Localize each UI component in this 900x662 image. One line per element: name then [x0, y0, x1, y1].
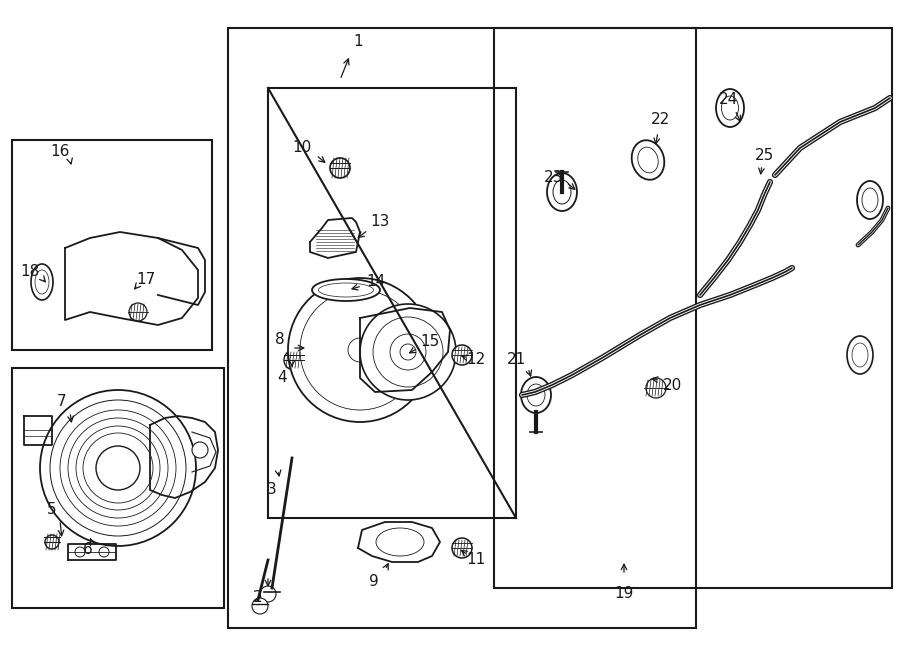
Ellipse shape	[547, 173, 577, 211]
Ellipse shape	[716, 89, 744, 127]
Text: 8: 8	[275, 332, 284, 348]
Circle shape	[192, 442, 208, 458]
Ellipse shape	[857, 181, 883, 219]
Text: 24: 24	[718, 93, 738, 107]
Circle shape	[40, 390, 196, 546]
Text: 19: 19	[615, 587, 634, 602]
Text: 17: 17	[137, 273, 156, 287]
Text: 6: 6	[83, 542, 93, 557]
Text: 7: 7	[58, 395, 67, 410]
Circle shape	[360, 304, 456, 400]
Text: 12: 12	[466, 352, 486, 367]
Text: 14: 14	[366, 275, 385, 289]
Circle shape	[330, 158, 350, 178]
Text: 9: 9	[369, 575, 379, 589]
Circle shape	[646, 378, 666, 398]
Ellipse shape	[632, 140, 664, 180]
Text: 13: 13	[370, 214, 390, 230]
Text: 2: 2	[253, 591, 263, 606]
Text: 11: 11	[466, 553, 486, 567]
Text: 16: 16	[50, 144, 69, 160]
Text: 4: 4	[277, 371, 287, 385]
Text: 15: 15	[420, 334, 439, 350]
Circle shape	[452, 345, 472, 365]
Circle shape	[252, 598, 268, 614]
Ellipse shape	[847, 336, 873, 374]
Circle shape	[129, 303, 147, 321]
Circle shape	[45, 535, 59, 549]
Circle shape	[284, 350, 304, 370]
Text: 23: 23	[544, 171, 563, 185]
Circle shape	[99, 547, 109, 557]
Bar	[12, 140, 212, 350]
Text: 3: 3	[267, 483, 277, 498]
Text: 22: 22	[651, 113, 670, 128]
Ellipse shape	[312, 279, 380, 301]
Bar	[12, 368, 224, 608]
Text: 1: 1	[353, 34, 363, 50]
Ellipse shape	[521, 377, 551, 413]
Bar	[228, 28, 696, 628]
Circle shape	[452, 538, 472, 558]
Circle shape	[75, 547, 85, 557]
Text: 20: 20	[662, 379, 681, 393]
Circle shape	[288, 278, 432, 422]
Ellipse shape	[31, 264, 53, 300]
Text: 25: 25	[754, 148, 774, 162]
Text: 18: 18	[21, 265, 40, 279]
Bar	[494, 28, 892, 588]
Text: 5: 5	[47, 502, 57, 518]
Bar	[268, 88, 516, 518]
Circle shape	[260, 586, 276, 602]
Text: 21: 21	[507, 352, 526, 367]
Text: 10: 10	[292, 140, 311, 156]
